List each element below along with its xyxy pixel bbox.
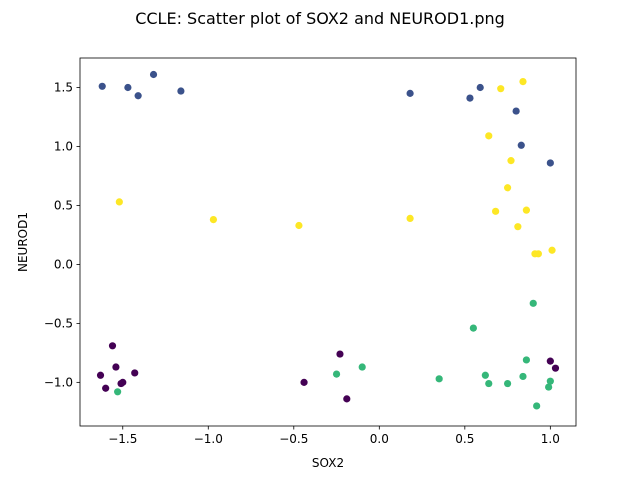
- x-tick-label: 0.5: [455, 432, 474, 446]
- data-point: [476, 83, 484, 92]
- data-point: [98, 82, 106, 90]
- data-point: [108, 342, 117, 350]
- y-tick-label: 0.5: [54, 198, 73, 212]
- plot-frame: [79, 57, 577, 427]
- data-point: [177, 87, 185, 95]
- data-point: [551, 364, 560, 372]
- data-point: [119, 378, 127, 386]
- data-point: [134, 92, 142, 100]
- data-point: [131, 369, 139, 377]
- data-point: [546, 357, 554, 365]
- data-point: [533, 402, 541, 410]
- data-point: [300, 378, 308, 386]
- data-point: [507, 157, 515, 165]
- data-point: [546, 159, 554, 167]
- data-point: [102, 384, 110, 392]
- data-point: [406, 89, 414, 97]
- data-point: [336, 350, 344, 358]
- data-point: [503, 379, 512, 388]
- y-tick-label: 1.0: [54, 139, 73, 153]
- data-point: [534, 250, 542, 258]
- data-point: [485, 379, 493, 388]
- x-axis-ticks: −1.5 −1.0 −0.5 0.0 0.5 1.0: [108, 426, 560, 446]
- chart-title: CCLE: Scatter plot of SOX2 and NEUROD1.p…: [135, 9, 505, 28]
- data-point: [546, 377, 554, 385]
- data-point: [124, 83, 132, 92]
- data-point: [522, 206, 531, 214]
- data-point: [114, 388, 122, 396]
- y-tick-label: 1.5: [54, 80, 73, 94]
- data-point: [545, 383, 553, 391]
- x-tick-label: −1.0: [194, 432, 223, 446]
- data-point: [497, 85, 505, 93]
- data-point: [209, 215, 218, 224]
- data-point: [343, 395, 351, 403]
- data-point: [332, 370, 341, 378]
- data-point: [519, 372, 527, 381]
- data-point: [358, 363, 366, 371]
- y-tick-label: −0.5: [44, 316, 73, 330]
- x-tick-label: −1.5: [108, 432, 137, 446]
- data-point: [406, 214, 414, 223]
- data-point: [517, 141, 525, 149]
- data-point: [514, 223, 522, 231]
- y-tick-label: 0.0: [54, 257, 73, 271]
- data-point: [492, 207, 500, 215]
- data-point: [512, 107, 520, 115]
- x-axis-label: SOX2: [312, 456, 344, 470]
- x-tick-label: 1.0: [541, 432, 560, 446]
- data-point: [548, 246, 556, 254]
- y-tick-label: −1.0: [44, 375, 73, 389]
- data-point: [295, 221, 303, 230]
- data-points: [96, 70, 560, 410]
- data-point: [435, 375, 443, 383]
- data-point: [96, 371, 105, 379]
- y-axis-label: NEUROD1: [16, 212, 30, 272]
- data-point: [529, 299, 537, 307]
- data-point: [112, 363, 120, 371]
- data-point: [481, 371, 489, 379]
- data-point: [115, 198, 123, 206]
- data-point: [522, 356, 531, 364]
- data-point: [519, 77, 527, 86]
- data-point: [485, 132, 493, 140]
- data-point: [503, 184, 512, 192]
- data-point: [149, 70, 158, 79]
- plot-area: [79, 57, 577, 427]
- x-tick-label: −0.5: [279, 432, 308, 446]
- data-point: [469, 324, 477, 332]
- x-tick-label: 0.0: [370, 432, 389, 446]
- y-axis-ticks: −1.0 −0.5 0.0 0.5 1.0 1.5: [44, 80, 80, 389]
- data-point: [466, 94, 474, 102]
